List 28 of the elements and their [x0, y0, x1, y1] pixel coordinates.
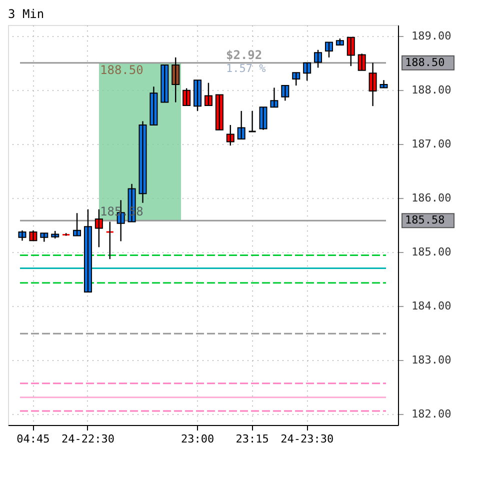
x-tick-label: 24-23:30 — [280, 432, 334, 446]
annotation: 1.57 % — [226, 62, 266, 75]
y-tick-label: 182.00 — [412, 408, 452, 421]
x-tick-label: 04:45 — [16, 432, 50, 446]
ref-line-label: 188.50 — [405, 56, 445, 69]
annotation: 188.50 — [100, 62, 144, 77]
y-tick-label: 185.00 — [412, 246, 452, 259]
candlestick — [292, 72, 300, 86]
x-tick-label: 24-22:30 — [61, 432, 114, 446]
x-tick-label: 23:00 — [180, 432, 214, 446]
annotation: $2.92 — [226, 48, 262, 62]
candlestick — [314, 49, 322, 68]
candlestick — [160, 64, 169, 103]
candlestick — [106, 221, 114, 260]
y-tick-label: 187.00 — [412, 137, 452, 150]
candlestick — [73, 212, 82, 236]
candlestick — [248, 110, 257, 132]
candlestick — [215, 94, 224, 130]
y-tick-label: 184.00 — [412, 300, 452, 313]
y-tick-label: 189.00 — [412, 29, 452, 42]
candlestick — [62, 232, 70, 236]
ref-line-label: 185.58 — [405, 214, 445, 227]
candlestick — [226, 124, 234, 146]
chart-title: 3 Min — [8, 7, 44, 21]
x-tick-label: 23:15 — [236, 432, 269, 446]
y-tick-label: 186.00 — [412, 191, 452, 204]
y-tick-label: 183.00 — [412, 354, 452, 367]
y-tick-label: 188.00 — [412, 83, 452, 96]
